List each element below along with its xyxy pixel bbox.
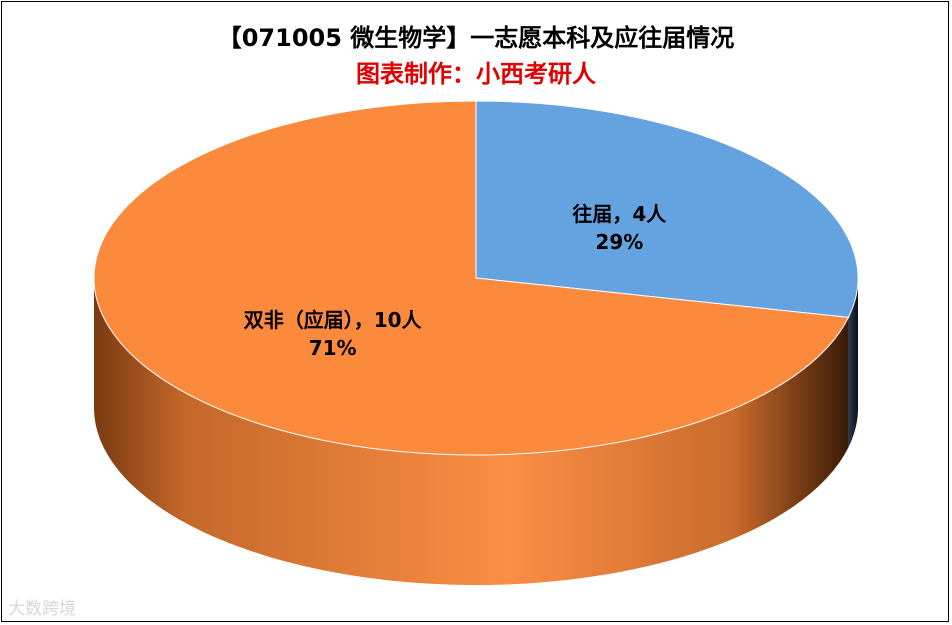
- slice-1-label: 双非（应届），10人: [244, 308, 423, 332]
- slice-0-side: [848, 278, 858, 448]
- chart-subtitle: 图表制作：小西考研人: [356, 60, 596, 88]
- slice-1-side: [94, 278, 849, 586]
- watermark: 大数跨境: [8, 599, 76, 619]
- slice-1-top: [93, 100, 850, 456]
- slice-0-top: [475, 100, 859, 318]
- slice-1-percent: 71%: [309, 336, 357, 360]
- slice-0-label: 往届，4人: [572, 202, 667, 226]
- slice-0-percent: 29%: [595, 230, 643, 254]
- chart-title: 【071005 微生物学】一志愿本科及应往届情况: [217, 24, 735, 52]
